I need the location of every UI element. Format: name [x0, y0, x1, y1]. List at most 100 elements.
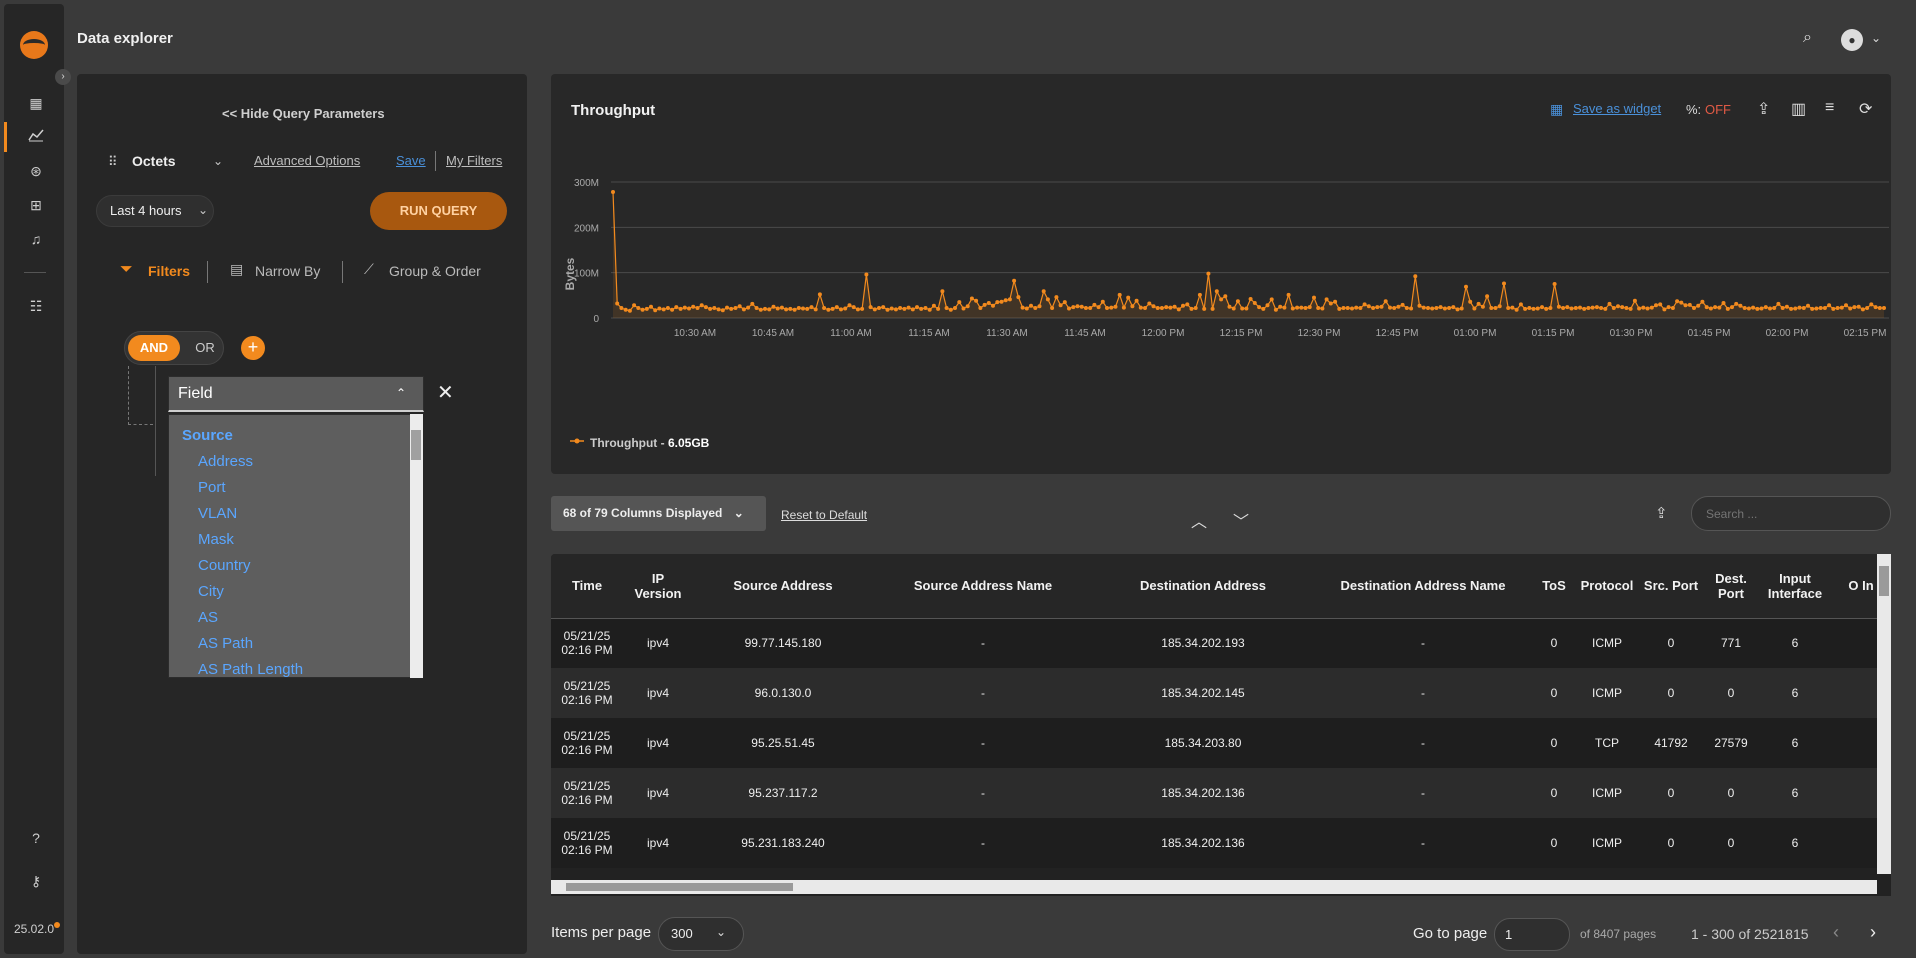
data-point[interactable]	[1645, 306, 1650, 311]
data-point[interactable]	[1464, 284, 1468, 289]
data-point[interactable]	[1333, 299, 1338, 304]
data-point[interactable]	[1616, 304, 1620, 309]
data-point[interactable]	[1185, 302, 1190, 307]
data-point[interactable]	[936, 306, 941, 311]
data-point[interactable]	[1455, 307, 1460, 312]
data-point[interactable]	[1502, 281, 1506, 286]
data-point[interactable]	[999, 299, 1004, 304]
data-point[interactable]	[644, 306, 649, 311]
data-point[interactable]	[1092, 302, 1097, 307]
data-point[interactable]	[1020, 305, 1025, 310]
data-point[interactable]	[1480, 304, 1485, 309]
data-point[interactable]	[1641, 305, 1646, 310]
data-point[interactable]	[1772, 306, 1777, 310]
table-row[interactable]: 05/21/25 02:16 PM ipv4 95.25.51.45-185.34.…	[551, 718, 1891, 768]
data-point[interactable]	[1126, 295, 1131, 300]
data-point[interactable]	[1438, 305, 1443, 310]
data-point[interactable]	[1295, 305, 1300, 310]
data-point[interactable]	[1071, 305, 1076, 310]
data-point[interactable]	[1396, 304, 1401, 309]
data-point[interactable]	[1468, 299, 1473, 304]
data-point[interactable]	[919, 306, 924, 311]
data-point[interactable]	[767, 307, 772, 312]
data-point[interactable]	[1594, 305, 1599, 310]
data-point[interactable]	[1299, 305, 1304, 310]
data-point[interactable]	[965, 304, 970, 309]
field-select[interactable]: Field	[168, 376, 424, 412]
data-point[interactable]	[1827, 303, 1832, 308]
data-point[interactable]	[1371, 306, 1376, 310]
data-point[interactable]	[1003, 298, 1008, 303]
table-row[interactable]: 05/21/25 02:16 PM ipv4 95.231.183.240-185.…	[551, 818, 1891, 868]
data-point[interactable]	[1848, 306, 1853, 311]
data-point[interactable]	[1675, 299, 1680, 304]
data-point[interactable]	[1603, 306, 1608, 311]
data-point[interactable]	[699, 303, 704, 308]
data-point[interactable]	[1058, 303, 1063, 308]
data-point[interactable]	[1670, 306, 1675, 310]
data-point[interactable]	[982, 302, 987, 307]
advanced-options-link[interactable]: Advanced Options	[254, 153, 361, 168]
data-point[interactable]	[632, 303, 637, 308]
data-point[interactable]	[1227, 304, 1232, 309]
data-point[interactable]	[1282, 305, 1287, 310]
data-point[interactable]	[851, 305, 856, 310]
option-mask[interactable]: Mask	[198, 531, 234, 548]
column-header-ip-version[interactable]: IP Version	[623, 554, 693, 619]
data-point[interactable]	[1210, 306, 1215, 311]
data-point[interactable]	[1578, 305, 1582, 310]
data-point[interactable]	[1012, 278, 1017, 283]
data-point[interactable]	[1489, 306, 1494, 310]
column-header-protocol[interactable]: Protocol	[1575, 554, 1639, 619]
data-point[interactable]	[1265, 303, 1270, 308]
data-point[interactable]	[1611, 306, 1616, 310]
data-point[interactable]	[843, 306, 848, 311]
data-point[interactable]	[1383, 299, 1388, 304]
data-point[interactable]	[1109, 305, 1114, 310]
chevron-down-icon[interactable]: ⌄	[716, 925, 727, 939]
data-point[interactable]	[995, 300, 1000, 305]
data-point[interactable]	[1746, 306, 1751, 311]
menu-icon[interactable]: ≡	[1825, 99, 1835, 116]
data-point[interactable]	[1392, 306, 1397, 310]
data-point[interactable]	[661, 307, 666, 312]
data-point[interactable]	[898, 306, 903, 310]
data-point[interactable]	[1704, 305, 1709, 310]
search-icon[interactable]: ⌕	[1803, 29, 1812, 46]
data-point[interactable]	[1582, 306, 1587, 311]
data-point[interactable]	[1801, 306, 1806, 310]
and-button[interactable]: AND	[128, 335, 180, 361]
data-point[interactable]	[1172, 304, 1177, 309]
data-point[interactable]	[1552, 282, 1557, 286]
data-point[interactable]	[1328, 301, 1333, 306]
app-logo[interactable]	[20, 31, 48, 59]
data-point[interactable]	[1877, 306, 1882, 310]
data-point[interactable]	[1599, 306, 1604, 310]
data-point[interactable]	[1100, 299, 1105, 304]
tab-filters[interactable]: Filters	[148, 263, 191, 279]
data-point[interactable]	[1037, 304, 1042, 309]
option-address[interactable]: Address	[198, 453, 254, 470]
data-point[interactable]	[1105, 306, 1109, 310]
option-as-path[interactable]: AS Path	[198, 635, 254, 652]
data-point[interactable]	[720, 308, 725, 313]
data-point[interactable]	[1497, 304, 1502, 309]
data-point[interactable]	[1679, 300, 1684, 305]
save-as-widget-link[interactable]: Save as widget	[1573, 101, 1662, 116]
data-point[interactable]	[1759, 306, 1764, 311]
data-point[interactable]	[1540, 305, 1544, 310]
data-point[interactable]	[1235, 299, 1240, 304]
tab-narrow-by[interactable]: Narrow By	[255, 263, 321, 279]
data-point[interactable]	[1400, 302, 1405, 307]
data-point[interactable]	[974, 298, 979, 303]
data-point[interactable]	[940, 289, 945, 294]
percent-toggle-label[interactable]: %:	[1686, 102, 1702, 117]
data-point[interactable]	[864, 272, 869, 277]
data-point[interactable]	[1214, 289, 1219, 294]
data-point[interactable]	[1138, 305, 1143, 310]
data-point[interactable]	[623, 307, 628, 312]
data-point[interactable]	[1362, 302, 1367, 307]
chevron-down-icon[interactable]: ⌄	[198, 203, 209, 217]
data-point[interactable]	[1810, 306, 1815, 311]
tab-group-order[interactable]: Group & Order	[389, 263, 481, 279]
